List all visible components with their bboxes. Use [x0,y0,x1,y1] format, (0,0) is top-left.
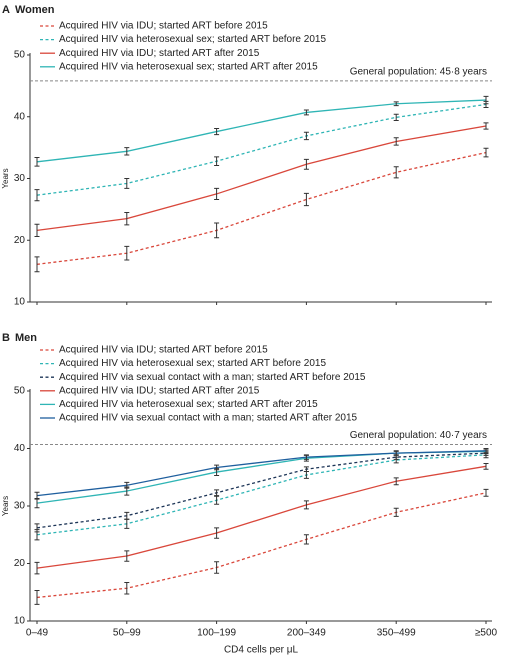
error-bar [393,137,399,146]
error-bar [124,178,130,189]
error-bar [483,462,489,470]
error-bar [214,495,220,505]
legend-label: Acquired HIV via IDU; started ART after … [59,385,260,396]
x-tick-label: ≥500 [475,628,498,639]
error-bar [303,454,309,460]
y-tick-label: 10 [14,616,26,627]
error-bar [303,466,309,472]
legend-label: Acquired HIV via heterosexual sex; start… [59,399,318,410]
y-tick-label: 30 [14,501,26,512]
error-bar [393,477,399,486]
panel-title: Men [15,332,37,344]
series-line [36,125,487,232]
error-bar [214,527,220,539]
error-bar [34,590,40,605]
error-bar [214,489,220,497]
error-bar [124,550,130,562]
error-bar [214,222,220,239]
y-tick-label: 40 [14,443,26,454]
panel-title: Women [15,4,55,16]
error-bar [124,511,130,520]
y-axis-label: Years [1,168,10,188]
y-tick-label: 20 [14,558,26,569]
error-bar [34,491,40,500]
error-bar [303,131,309,141]
error-bar [303,471,309,479]
error-bar [124,481,130,489]
error-bar [34,561,40,575]
error-bar [393,507,399,517]
y-tick-label: 50 [14,50,26,61]
error-bar [303,534,309,545]
series-line [36,465,487,569]
error-bar [303,192,309,207]
y-tick-label: 40 [14,111,26,122]
x-tick-label: 200–349 [287,628,326,639]
error-bar [303,158,309,170]
reference-label: General population: 40·7 years [350,430,487,441]
legend-label: Acquired HIV via heterosexual sex; start… [59,358,326,369]
error-bar [483,488,489,497]
error-bar [393,113,399,121]
error-bar [214,464,220,471]
y-tick-label: 10 [14,297,26,308]
y-tick-label: 50 [14,386,26,397]
series-line [36,450,487,497]
legend-label: Acquired HIV via sexual contact with a m… [59,413,358,424]
error-bar [483,448,489,454]
legend-label: Acquired HIV via IDU; started ART before… [59,21,268,32]
error-bar [393,166,399,179]
legend-label: Acquired HIV via IDU; started ART after … [59,48,260,59]
error-bar [34,223,40,238]
x-tick-label: 0–49 [26,628,49,639]
y-tick-label: 20 [14,235,26,246]
y-tick-label: 30 [14,173,26,184]
panel-letter: A [2,4,10,16]
series-line [36,151,487,265]
error-bar [214,127,220,136]
error-bar [214,561,220,574]
legend-label: Acquired HIV via sexual contact with a m… [59,372,366,383]
series-line [36,452,487,529]
y-axis-label: Years [1,496,10,516]
error-bar [214,187,220,200]
error-bar [483,122,489,130]
error-bar [483,95,489,105]
error-bar [34,256,40,273]
error-bar [483,147,489,158]
error-bar [393,101,399,107]
x-tick-label: 50–99 [113,628,141,639]
error-bar [393,450,399,456]
error-bar [124,211,130,226]
reference-label: General population: 45·8 years [350,67,487,78]
error-bar [124,581,130,595]
legend-label: Acquired HIV via heterosexual sex; start… [59,34,326,45]
x-tick-label: 350–499 [377,628,416,639]
legend-label: Acquired HIV via heterosexual sex; start… [59,61,318,72]
panel-letter: B [2,332,10,344]
error-bar [124,147,130,156]
error-bar [34,157,40,167]
series-line [36,103,487,196]
series-line [36,454,487,536]
x-tick-label: 100–199 [197,628,236,639]
error-bar [303,109,309,116]
error-bar [124,245,130,261]
series-line [36,99,487,163]
error-bar [34,189,40,202]
error-bar [303,500,309,510]
error-bar [214,156,220,167]
error-bar [34,523,40,533]
series-line [36,492,487,599]
x-axis-label: CD4 cells per μL [224,645,299,656]
legend-label: Acquired HIV via IDU; started ART before… [59,345,268,356]
